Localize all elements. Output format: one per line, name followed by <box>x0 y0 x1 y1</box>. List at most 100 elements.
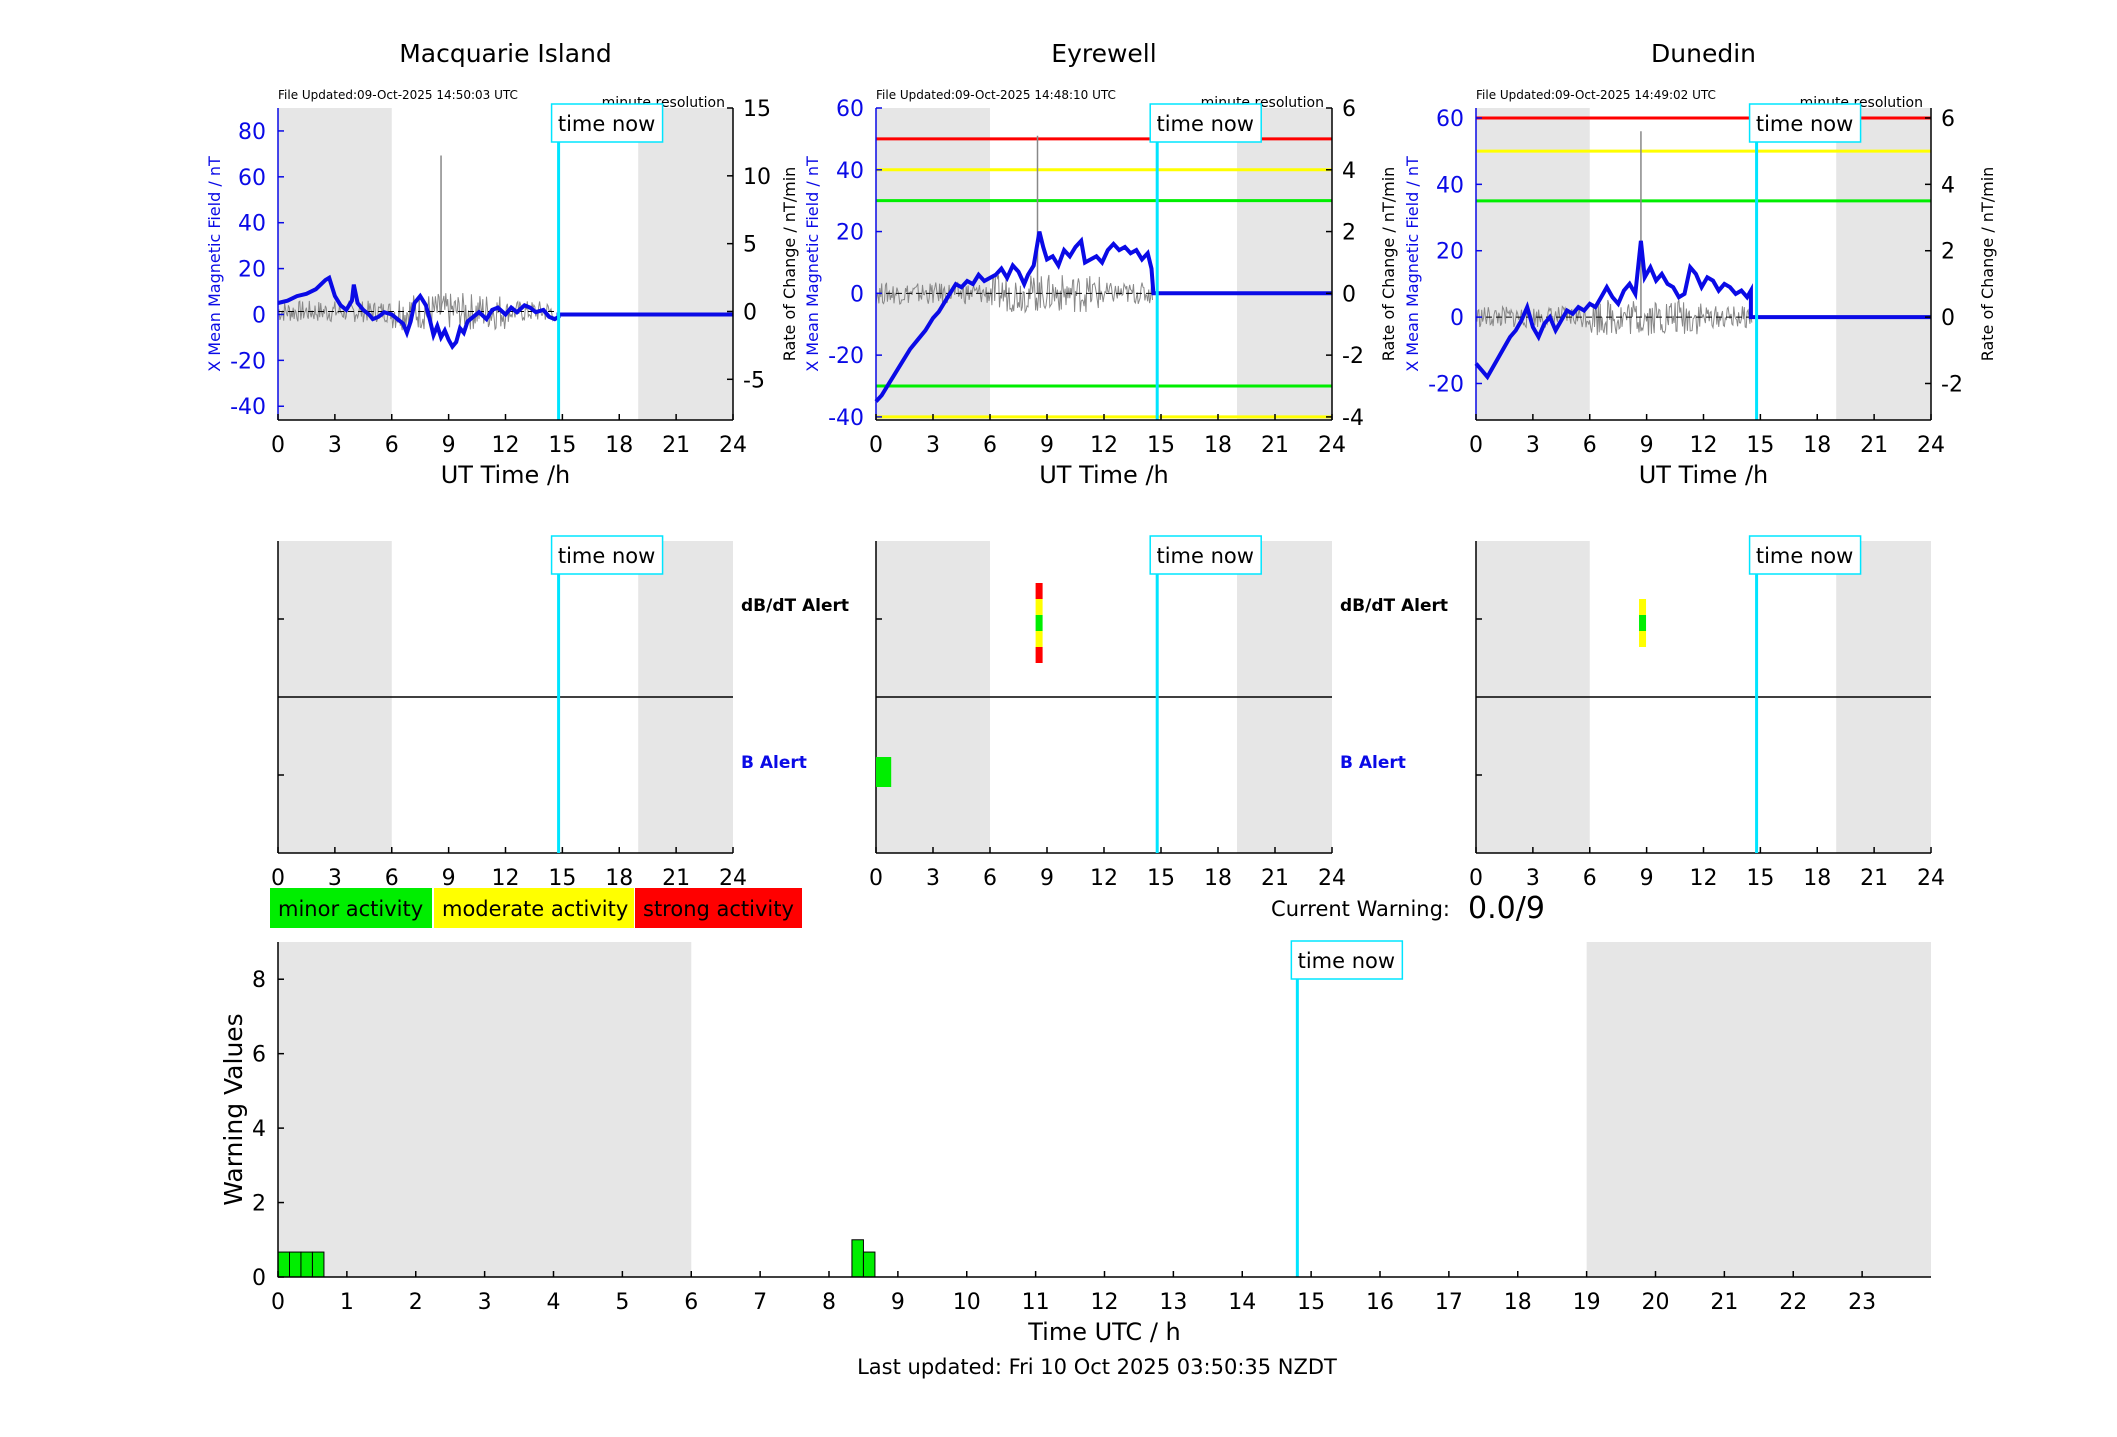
warning-x-tick-label: 11 <box>1022 1290 1050 1315</box>
station-title: Eyrewell <box>1051 39 1156 68</box>
x-tick-label: 21 <box>1261 433 1289 458</box>
warning-bar <box>862 1251 876 1278</box>
y-right-tick-label: 4 <box>1941 173 1955 198</box>
warning-x-tick-label: 12 <box>1091 1290 1119 1315</box>
y-right-tick-label: -2 <box>1342 344 1364 369</box>
warning-x-tick-label: 13 <box>1159 1290 1187 1315</box>
x-tick-label: 3 <box>1526 433 1540 458</box>
y-tick-label: 20 <box>1436 240 1464 265</box>
warning-y-tick-label: 8 <box>252 968 266 993</box>
station-title: Dunedin <box>1651 39 1756 68</box>
warning-x-tick-label: 19 <box>1573 1290 1601 1315</box>
time-now-box <box>550 535 664 575</box>
y-tick-label: 0 <box>1450 306 1464 331</box>
warning-x-tick-label: 1 <box>340 1290 354 1315</box>
alert-panel-0: time now 0 3 6 9 12 15 18 21 24 dB/dT Alert B Alert <box>271 535 849 891</box>
current-warning-label: Current Warning: <box>1271 897 1450 921</box>
y-tick-label: 80 <box>238 120 266 145</box>
y-axis-label: X Mean Magnetic Field / nT <box>1403 156 1422 372</box>
alert-x-tick-label: 15 <box>1746 866 1774 891</box>
legend-swatch <box>635 888 802 928</box>
alert-x-tick-label: 21 <box>1860 866 1888 891</box>
alert-x-tick-label: 6 <box>385 866 399 891</box>
x-tick-label: 0 <box>1469 433 1483 458</box>
night-shade <box>278 942 692 1277</box>
alert-x-tick-label: 0 <box>1469 866 1483 891</box>
time-now-label: time now <box>558 544 655 568</box>
warning-x-tick-label: 17 <box>1435 1290 1463 1315</box>
alert-x-tick-label: 18 <box>1803 866 1831 891</box>
time-now-label: time now <box>1756 544 1853 568</box>
warning-x-tick-label: 23 <box>1848 1290 1876 1315</box>
warning-x-tick-label: 6 <box>684 1290 698 1315</box>
night-shade <box>876 108 990 420</box>
alert-x-tick-label: 24 <box>1917 866 1945 891</box>
x-tick-label: 21 <box>662 433 690 458</box>
y-right-tick-label: 0 <box>1941 306 1955 331</box>
alert-x-tick-label: 0 <box>271 866 285 891</box>
y-right-tick-label: 2 <box>1342 221 1356 246</box>
warning-bar <box>851 1239 864 1278</box>
warning-x-tick-label: 0 <box>271 1290 285 1315</box>
night-shade <box>278 108 392 420</box>
x-tick-label: 24 <box>719 433 747 458</box>
y-right-tick-label: 6 <box>1342 97 1356 122</box>
night-shade <box>1586 942 1931 1277</box>
dbdt-alert-bar <box>1035 631 1043 647</box>
file-updated-label: File Updated:09-Oct-2025 14:48:10 UTC <box>876 88 1116 102</box>
time-now-label: time now <box>1156 544 1253 568</box>
alert-x-tick-label: 12 <box>1090 866 1118 891</box>
y-tick-label: -20 <box>230 349 266 374</box>
dbdt-alert-bar <box>1639 631 1647 647</box>
warning-x-tick-label: 2 <box>409 1290 423 1315</box>
y-tick-label: 40 <box>836 159 864 184</box>
x-axis-label: UT Time /h <box>1039 461 1169 489</box>
warning-bar <box>300 1251 313 1278</box>
y-tick-label: -20 <box>828 344 864 369</box>
y-right-axis-label: Rate of Change / nT/min <box>1379 167 1398 362</box>
alert-x-tick-label: 18 <box>1204 866 1232 891</box>
alert-x-tick-label: 15 <box>1147 866 1175 891</box>
field-series <box>277 274 733 351</box>
dbdt-alert-bar <box>1035 615 1043 631</box>
legend-label: minor activity <box>278 897 423 921</box>
warning-x-tick-label: 16 <box>1366 1290 1394 1315</box>
x-tick-label: 21 <box>1860 433 1888 458</box>
y-right-tick-label: -5 <box>743 368 765 393</box>
x-tick-label: 9 <box>1640 433 1654 458</box>
y-tick-label: 20 <box>836 221 864 246</box>
warning-x-tick-label: 18 <box>1504 1290 1532 1315</box>
night-shade <box>638 108 733 420</box>
station-panel-2: Dunedin File Updated:09-Oct-2025 14:49:02… <box>1403 39 1997 489</box>
x-tick-label: 6 <box>385 433 399 458</box>
station-title: Macquarie Island <box>399 39 612 68</box>
time-now-box <box>1149 103 1262 143</box>
x-tick-label: 9 <box>1040 433 1054 458</box>
last-updated-label: Last updated: Fri 10 Oct 2025 03:50:35 N… <box>857 1355 1337 1379</box>
warning-y-tick-label: 6 <box>252 1043 266 1068</box>
time-now-label: time now <box>1298 949 1395 973</box>
y-right-tick-label: 6 <box>1941 107 1955 132</box>
alert-panel-1: time now 0 3 6 9 12 15 18 21 24 dB/dT Alert B Alert <box>869 535 1448 891</box>
x-tick-label: 18 <box>1803 433 1831 458</box>
alert-x-tick-label: 3 <box>328 866 342 891</box>
warning-x-tick-label: 3 <box>478 1290 492 1315</box>
field-series <box>1474 240 1931 381</box>
y-right-axis-label: Rate of Change / nT/min <box>780 167 799 362</box>
x-tick-label: 6 <box>983 433 997 458</box>
warning-x-axis-label: Time UTC / h <box>1027 1318 1181 1346</box>
alert-x-tick-label: 21 <box>1261 866 1289 891</box>
night-shade <box>1836 108 1931 420</box>
y-right-tick-label: 0 <box>1342 282 1356 307</box>
alert-x-tick-label: 24 <box>1318 866 1346 891</box>
time-now-box <box>1290 940 1404 980</box>
y-right-tick-label: -4 <box>1342 406 1364 431</box>
time-now-box <box>1748 103 1862 143</box>
x-tick-label: 12 <box>492 433 520 458</box>
y-tick-label: -40 <box>828 406 864 431</box>
time-now-label: time now <box>558 112 655 136</box>
warning-x-tick-label: 9 <box>891 1290 905 1315</box>
warning-x-tick-label: 7 <box>753 1290 767 1315</box>
y-right-tick-label: 10 <box>743 165 771 190</box>
warning-x-tick-label: 14 <box>1228 1290 1256 1315</box>
